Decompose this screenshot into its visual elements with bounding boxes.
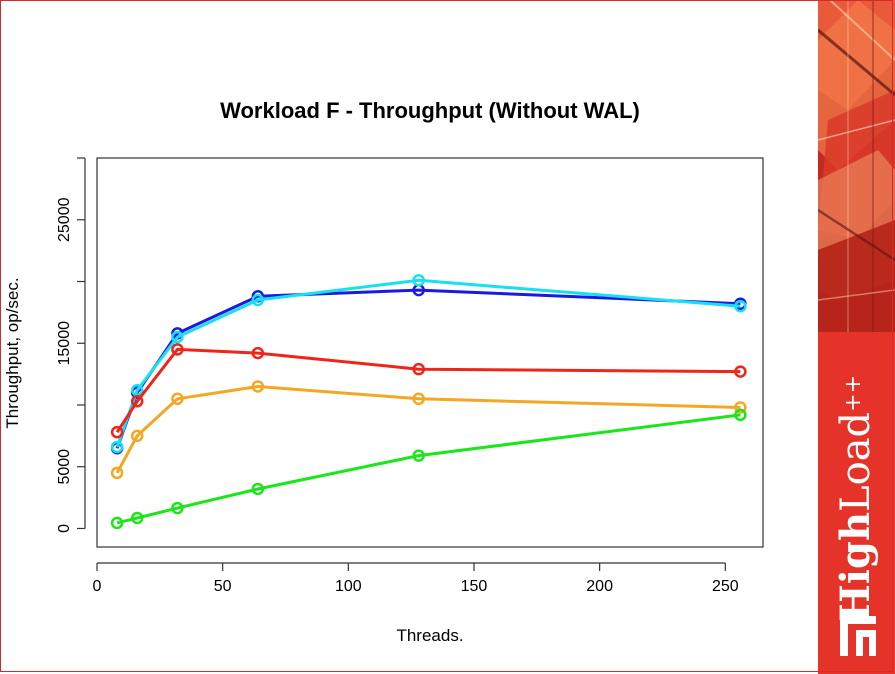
- brand-wordmark: HighLoad++: [832, 375, 880, 622]
- x-axis: 0 50 100 150 200 250: [93, 562, 739, 595]
- series-point-3: [412, 392, 425, 406]
- series-point-2: [110, 425, 124, 439]
- brand-plus: ++: [841, 374, 866, 412]
- brand-load: Load: [833, 411, 879, 512]
- series-point-4: [734, 408, 747, 422]
- series-point-4: [171, 501, 184, 515]
- series-line-1: [115, 278, 741, 448]
- brand-logo-icon: [840, 616, 876, 656]
- chart: Workload F - Throughput (Without WAL) 0 5…: [3, 98, 764, 645]
- series-point-1: [171, 330, 184, 344]
- series-point-3: [251, 380, 265, 393]
- series-point-2: [171, 343, 184, 356]
- y-axis: 0 5000 15000 25000: [56, 157, 86, 533]
- series-point-2: [734, 365, 747, 378]
- y-tick-label: 0: [56, 524, 73, 533]
- series-layer: [110, 274, 747, 530]
- chart-title: Workload F - Throughput (Without WAL): [220, 98, 640, 123]
- series-point-3: [734, 401, 747, 414]
- y-axis-label: Throughput, op/sec.: [3, 277, 22, 428]
- brand-panel: HighLoad++: [818, 0, 895, 674]
- series-line-4: [116, 413, 741, 525]
- y-tick-label: 25000: [56, 197, 73, 242]
- series-point-4: [412, 449, 425, 462]
- x-tick-label: 250: [712, 578, 739, 595]
- x-tick-label: 200: [586, 578, 613, 595]
- series-point-1: [251, 293, 265, 307]
- brand-art: [818, 0, 895, 332]
- series-point-3: [171, 392, 184, 406]
- series-line-2: [115, 347, 741, 434]
- series-point-1: [412, 274, 425, 287]
- x-tick-label: 150: [461, 578, 488, 595]
- brand-high: High: [832, 511, 879, 622]
- y-tick-label: 5000: [56, 449, 73, 485]
- series-point-3: [110, 466, 124, 480]
- x-axis-label: Threads.: [396, 626, 463, 645]
- series-point-2: [412, 362, 425, 376]
- series-point-4: [130, 511, 144, 525]
- series-point-4: [251, 482, 265, 496]
- series-line-3: [115, 385, 741, 474]
- x-tick-label: 0: [93, 578, 102, 595]
- series-point-2: [130, 395, 144, 408]
- series-point-2: [251, 346, 265, 360]
- x-tick-label: 50: [214, 578, 232, 595]
- plot-frame: [96, 157, 764, 548]
- y-tick-label: 15000: [56, 321, 73, 366]
- x-tick-label: 100: [335, 578, 362, 595]
- series-point-1: [734, 299, 747, 313]
- series-point-3: [130, 429, 144, 443]
- series-point-4: [110, 516, 124, 530]
- series-point-1: [110, 440, 124, 454]
